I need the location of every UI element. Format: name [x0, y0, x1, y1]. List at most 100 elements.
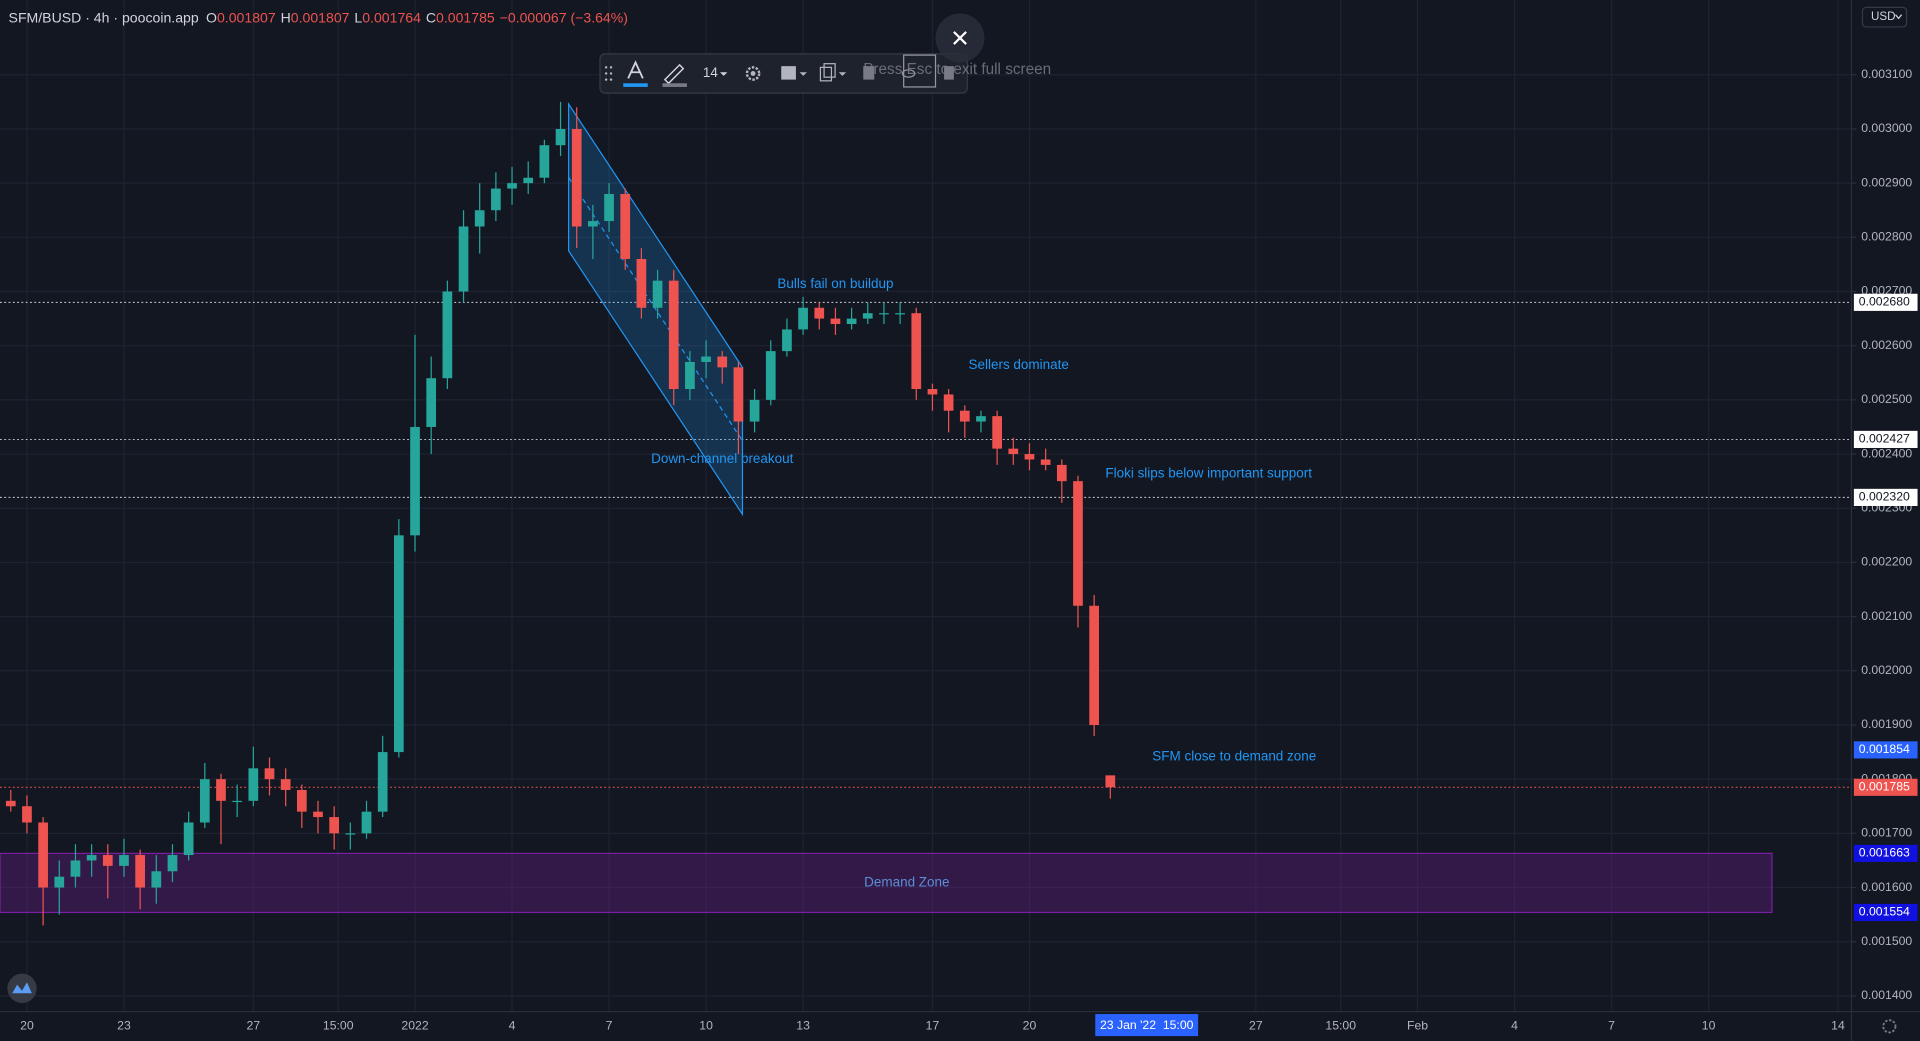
logo[interactable] [7, 973, 37, 1004]
price-badge-label: 0.002427 [1859, 432, 1910, 446]
delete-button[interactable] [944, 66, 954, 80]
candle-body [70, 860, 81, 877]
candle-body [733, 367, 744, 422]
x-tick-label: 23 [117, 1019, 131, 1033]
candle-body [992, 416, 1002, 449]
legend-key: O [206, 9, 217, 25]
candle-body [394, 535, 404, 753]
candle-body [54, 876, 65, 888]
settings-button[interactable] [745, 66, 761, 81]
candle-body [507, 183, 517, 189]
candle-body [248, 768, 259, 801]
candle-body [830, 318, 841, 325]
chart-title: SFM/BUSD · 4h · poocoin.app [9, 9, 199, 25]
candle-body [1089, 605, 1099, 725]
candle-body [1008, 448, 1019, 455]
toolbar-grip[interactable] [604, 66, 613, 81]
x-tick-label: 10 [1702, 1019, 1716, 1033]
candle-body [1073, 481, 1083, 606]
annotation: Down-channel breakout [651, 451, 794, 466]
y-tick-label: 0.003100 [1861, 67, 1912, 81]
candle-body [119, 855, 129, 866]
candle-body [1040, 459, 1051, 465]
candle-body [701, 356, 711, 362]
candle-body [911, 313, 922, 390]
price-badge-label: 0.001663 [1859, 846, 1910, 860]
chart-header: SFM/BUSD · 4h · poocoin.app O0.001807 H 0.0… [9, 9, 628, 25]
candle-body [377, 752, 388, 812]
lock-button[interactable] [863, 66, 875, 80]
zone-label: Demand Zone [864, 874, 949, 889]
candle-body [167, 855, 178, 872]
candle-body [216, 779, 226, 801]
price-line-layer [0, 301, 1852, 788]
price-badge [1853, 293, 1918, 311]
candle-body [927, 389, 938, 395]
candle-body [361, 811, 372, 834]
x-tick-label: 13 [796, 1019, 810, 1033]
legend-key: H [281, 9, 291, 25]
price-badge-label: 0.001554 [1859, 905, 1910, 919]
legend-value: 0.001785 [436, 9, 495, 25]
candle-body [183, 822, 194, 856]
legend-value: 0.001807 [217, 9, 276, 25]
candle-body [782, 329, 792, 352]
fill-button[interactable] [781, 66, 807, 80]
price-badge [1853, 778, 1918, 796]
candle-body [879, 313, 889, 315]
y-tick-label: 0.001500 [1861, 934, 1912, 948]
x-tick-label: 4 [1511, 1019, 1518, 1033]
candle-body [571, 128, 582, 227]
candle-body [749, 399, 760, 422]
eye-icon [901, 69, 916, 78]
currency-button[interactable]: USD [1861, 6, 1908, 28]
x-tick-label: 4 [509, 1019, 516, 1033]
legend-change: −0.000067 (−3.64%) [500, 9, 628, 25]
candle-body [862, 313, 873, 319]
y-tick-label: 0.002200 [1861, 555, 1912, 569]
candle-body [426, 378, 437, 427]
candle-body [345, 833, 356, 835]
candle-body [555, 128, 566, 146]
candle-body [135, 855, 145, 888]
clone-button[interactable] [819, 63, 847, 82]
price-badge-label: 0.001854 [1859, 742, 1910, 756]
candle-body [976, 416, 986, 422]
axis-settings-button[interactable] [1882, 1019, 1897, 1034]
text-color-button[interactable] [623, 60, 648, 87]
candle-body [313, 811, 323, 818]
candle-body [458, 226, 469, 292]
y-tick-label: 0.001700 [1861, 826, 1912, 840]
candle-body [846, 318, 857, 325]
candle-body [264, 768, 275, 780]
candle-body [636, 258, 647, 308]
candle-body [685, 361, 695, 390]
y-tick-label: 0.002400 [1861, 446, 1912, 460]
font-size-button[interactable]: 14 [703, 65, 718, 80]
candle-body [22, 806, 32, 823]
x-tick-label: 7 [1608, 1019, 1615, 1033]
candle-body [86, 855, 97, 861]
candle-body [296, 789, 307, 812]
candle-body [329, 817, 340, 834]
y-tick-label: 0.001600 [1861, 880, 1912, 894]
candle-body [588, 221, 598, 227]
candle-body [232, 800, 243, 803]
price-badge [1853, 903, 1918, 922]
x-tick-label: 14 [1831, 1019, 1845, 1033]
price-badge [1853, 430, 1918, 449]
line-color-button[interactable] [662, 63, 687, 87]
crosshair-badge [1095, 1014, 1199, 1037]
candle-layer [5, 101, 1116, 926]
y-tick-label: 0.002900 [1861, 175, 1912, 189]
x-tick-label: 27 [247, 1019, 261, 1033]
candle-body [151, 871, 162, 888]
y-tick-label: 0.002600 [1861, 338, 1912, 352]
candle-body [717, 356, 728, 368]
x-tick-label: 7 [606, 1019, 613, 1033]
candle-body [442, 291, 453, 379]
candle-body [604, 193, 614, 222]
exit-fullscreen-button[interactable] [935, 13, 985, 63]
candle-body [280, 779, 291, 790]
